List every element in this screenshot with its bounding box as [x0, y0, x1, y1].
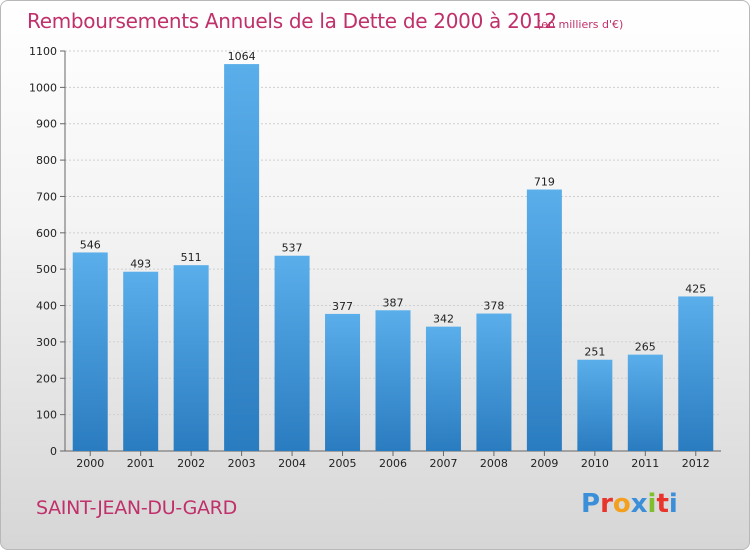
- bar: [375, 310, 411, 451]
- bar-value-label: 342: [433, 313, 454, 326]
- y-tick-label: 900: [36, 118, 57, 131]
- y-tick-label: 500: [36, 263, 57, 276]
- y-tick-label: 700: [36, 190, 57, 203]
- y-tick-label: 400: [36, 300, 57, 313]
- x-tick-label: 2012: [682, 457, 710, 470]
- x-tick-label: 2001: [127, 457, 155, 470]
- y-tick-label: 1000: [29, 81, 57, 94]
- x-tick-label: 2005: [329, 457, 357, 470]
- x-tick-label: 2009: [530, 457, 558, 470]
- logo-letter: P: [581, 489, 601, 519]
- bar: [678, 296, 714, 451]
- y-tick-label: 1100: [29, 45, 57, 58]
- logo-letter: i: [647, 489, 657, 519]
- y-tick-label: 600: [36, 227, 57, 240]
- bar: [425, 326, 461, 451]
- x-tick-label: 2003: [228, 457, 256, 470]
- bar-value-label: 719: [534, 176, 555, 189]
- logo-letter: x: [630, 489, 648, 519]
- logo-letter: r: [600, 489, 613, 519]
- bar-value-label: 546: [80, 238, 101, 251]
- bar: [526, 189, 562, 451]
- bar-value-label: 251: [584, 346, 605, 359]
- x-tick-label: 2010: [581, 457, 609, 470]
- bar: [577, 359, 613, 451]
- x-tick-label: 2011: [631, 457, 659, 470]
- bar-value-label: 511: [181, 251, 202, 264]
- bar: [72, 252, 108, 451]
- commune-name: SAINT-JEAN-DU-GARD: [36, 497, 237, 519]
- logo-letter: i: [668, 489, 678, 519]
- y-tick-label: 800: [36, 154, 57, 167]
- logo-letter: o: [612, 489, 631, 519]
- bar: [274, 255, 310, 451]
- y-tick-label: 300: [36, 336, 57, 349]
- x-tick-label: 2000: [76, 457, 104, 470]
- bar-value-label: 387: [383, 296, 404, 309]
- bar: [173, 265, 209, 451]
- bar: [627, 354, 663, 451]
- x-tick-label: 2006: [379, 457, 407, 470]
- logo-letter: t: [656, 489, 669, 519]
- bar-value-label: 377: [332, 300, 353, 313]
- bar-value-label: 265: [635, 341, 656, 354]
- bar: [123, 271, 159, 451]
- bar: [224, 64, 260, 451]
- chart-title: Remboursements Annuels de la Dette de 20…: [27, 9, 557, 33]
- x-tick-label: 2007: [429, 457, 457, 470]
- x-tick-label: 2002: [177, 457, 205, 470]
- bar-value-label: 425: [685, 282, 706, 295]
- bar: [325, 313, 361, 451]
- y-tick-label: 100: [36, 409, 57, 422]
- y-tick-label: 0: [50, 445, 57, 458]
- bar-value-label: 1064: [228, 50, 256, 63]
- proxiti-logo: Proxiti: [581, 489, 678, 519]
- bar-value-label: 378: [483, 300, 504, 313]
- chart-subtitle: (en milliers d'€): [537, 18, 624, 31]
- x-tick-label: 2008: [480, 457, 508, 470]
- bar-value-label: 493: [130, 258, 151, 271]
- bar-value-label: 537: [282, 242, 303, 255]
- bar: [476, 313, 512, 451]
- x-tick-label: 2004: [278, 457, 306, 470]
- y-tick-label: 200: [36, 372, 57, 385]
